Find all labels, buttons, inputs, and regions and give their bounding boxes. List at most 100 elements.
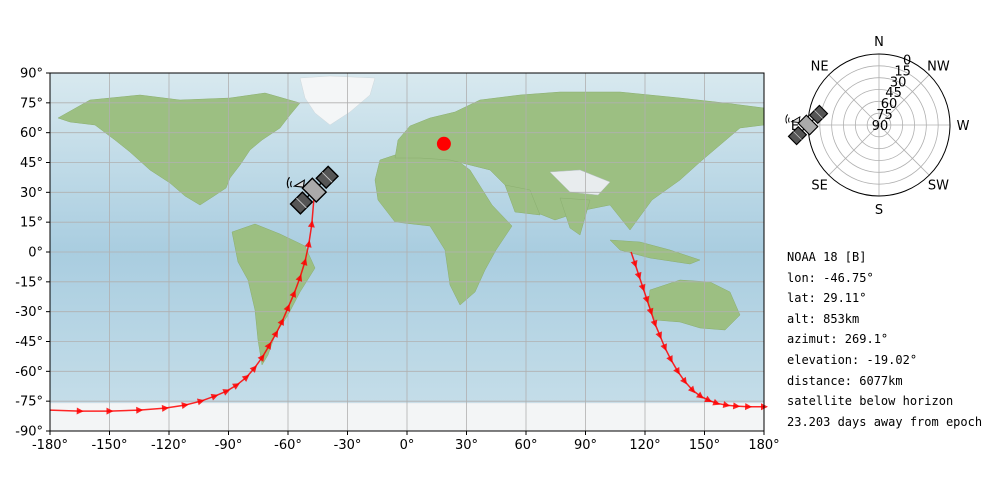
lon-tick-label: 150° bbox=[689, 438, 720, 453]
lon-tick-label: 120° bbox=[629, 438, 660, 453]
lat-tick-label: 60° bbox=[20, 126, 43, 141]
direction-label-n: N bbox=[874, 35, 884, 50]
track-arrow-marker bbox=[196, 398, 205, 406]
track-arrow-marker bbox=[283, 304, 291, 312]
azimuth-readout: azimut: 269.1° bbox=[787, 332, 889, 347]
longitude-readout: lon: -46.75° bbox=[787, 270, 874, 285]
lat-tick-label: -75° bbox=[15, 395, 43, 410]
longitude-ticks: -180° -150° -120° -90° -60° -30° 0° 30° 60° 90° 12… bbox=[32, 431, 780, 453]
track-arrow-marker bbox=[304, 240, 312, 248]
latitude-ticks: 90° 75° 60° 45° 30° 15° 0° -15° -30° -45° -60° -75°… bbox=[15, 67, 50, 440]
lat-tick-label: 0° bbox=[28, 246, 43, 261]
lat-tick-label: -30° bbox=[15, 305, 43, 320]
track-arrow-marker bbox=[638, 283, 646, 292]
satellite-name: NOAA 18 [B] bbox=[787, 250, 867, 264]
track-arrow-marker bbox=[660, 343, 667, 352]
lon-tick-label: -150° bbox=[91, 438, 127, 453]
track-arrow-marker bbox=[680, 376, 687, 385]
track-arrow-marker bbox=[722, 401, 731, 408]
lon-tick-label: 180° bbox=[748, 438, 779, 453]
lon-tick-label: 30° bbox=[455, 438, 478, 453]
altitude-readout: alt: 853km bbox=[787, 311, 860, 326]
track-arrow-marker bbox=[630, 259, 638, 268]
lon-tick-label: -30° bbox=[334, 438, 362, 453]
track-arrow-marker bbox=[264, 342, 272, 350]
track-arrow-marker bbox=[712, 398, 721, 406]
radial-tick-label: 75 bbox=[876, 108, 893, 123]
track-arrow-marker bbox=[210, 393, 219, 401]
lon-tick-label: -120° bbox=[151, 438, 187, 453]
epoch-age: 23.203 days away from epoch bbox=[787, 414, 983, 429]
track-arrow-marker bbox=[295, 274, 303, 282]
lon-tick-label: -180° bbox=[32, 438, 68, 453]
track-arrow-marker bbox=[249, 365, 257, 373]
track-arrow-marker bbox=[744, 403, 753, 411]
track-arrow-marker bbox=[666, 355, 673, 363]
track-arrow-marker bbox=[241, 374, 250, 382]
direction-label-s: S bbox=[875, 203, 883, 218]
lat-tick-label: 45° bbox=[20, 156, 43, 171]
ground-track bbox=[49, 190, 768, 415]
track-arrow-marker bbox=[76, 407, 84, 415]
lat-tick-label: -90° bbox=[15, 425, 43, 440]
lat-tick-label: -45° bbox=[15, 335, 43, 350]
direction-label-nw: NW bbox=[927, 60, 950, 75]
radial-tick-label: 30 bbox=[890, 75, 907, 90]
satellite-info-panel: NOAA 18 [B] lon: -46.75° lat: 29.11° alt… bbox=[787, 247, 982, 432]
lat-tick-label: 15° bbox=[20, 216, 43, 231]
distance-readout: distance: 6077km bbox=[787, 373, 903, 388]
radial-tick-label: 45 bbox=[885, 86, 902, 101]
polar-spoke bbox=[828, 124, 880, 176]
track-arrow-marker bbox=[650, 319, 658, 328]
track-arrow-marker bbox=[732, 402, 741, 410]
track-arrow-marker bbox=[642, 295, 650, 304]
lon-tick-label: -60° bbox=[274, 438, 302, 453]
lat-tick-label: 90° bbox=[20, 67, 43, 82]
direction-label-w: W bbox=[957, 119, 970, 134]
track-arrow-marker bbox=[300, 258, 308, 266]
track-arrow-marker bbox=[106, 407, 114, 415]
lon-tick-label: -90° bbox=[215, 438, 243, 453]
direction-label-se: SE bbox=[811, 178, 827, 193]
track-arrow-marker bbox=[289, 290, 296, 298]
track-arrow-marker bbox=[232, 383, 240, 390]
radial-tick-label: 15 bbox=[894, 64, 911, 79]
track-arrow-marker bbox=[634, 271, 642, 280]
polar-spoke bbox=[828, 74, 880, 126]
track-arrow-marker bbox=[181, 402, 189, 410]
track-arrow-marker bbox=[696, 391, 704, 399]
direction-label-e: E bbox=[791, 119, 799, 134]
lat-tick-label: -60° bbox=[15, 365, 43, 380]
direction-label-sw: SW bbox=[928, 178, 949, 193]
lat-tick-label: -15° bbox=[15, 275, 43, 290]
horizon-status: satellite below horizon bbox=[787, 394, 954, 409]
lat-tick-label: 30° bbox=[20, 186, 43, 201]
track-arrow-marker bbox=[271, 330, 279, 338]
latitude-readout: lat: 29.11° bbox=[787, 291, 867, 306]
lon-tick-label: 0° bbox=[400, 438, 415, 453]
radial-tick-label: 60 bbox=[881, 97, 898, 112]
track-arrow-marker bbox=[704, 395, 713, 402]
direction-label-ne: NE bbox=[811, 60, 829, 75]
lon-tick-label: 90° bbox=[574, 438, 597, 453]
track-arrow-marker bbox=[655, 331, 662, 340]
track-arrow-marker bbox=[257, 354, 265, 362]
track-arrow-marker bbox=[222, 389, 231, 396]
observer-location-marker bbox=[436, 136, 451, 151]
polar-spoke bbox=[878, 124, 930, 176]
world-map: -180° -150° -120° -90° -60° -30° 0° 30° 60° 90° 12… bbox=[15, 67, 779, 454]
track-arrow-marker bbox=[673, 366, 680, 375]
radial-tick-label: 90 bbox=[872, 119, 889, 134]
track-arrow-marker bbox=[136, 406, 144, 414]
lat-tick-label: 75° bbox=[20, 96, 43, 111]
lon-tick-label: 60° bbox=[514, 438, 537, 453]
track-arrow-marker bbox=[646, 307, 654, 316]
track-arrow-marker bbox=[307, 220, 315, 228]
polar-spoke bbox=[878, 74, 930, 126]
radial-tick-label: 0 bbox=[903, 53, 911, 68]
elevation-readout: elevation: -19.02° bbox=[787, 352, 918, 367]
track-arrow-marker bbox=[161, 404, 170, 412]
track-arrow-marker bbox=[687, 385, 696, 394]
